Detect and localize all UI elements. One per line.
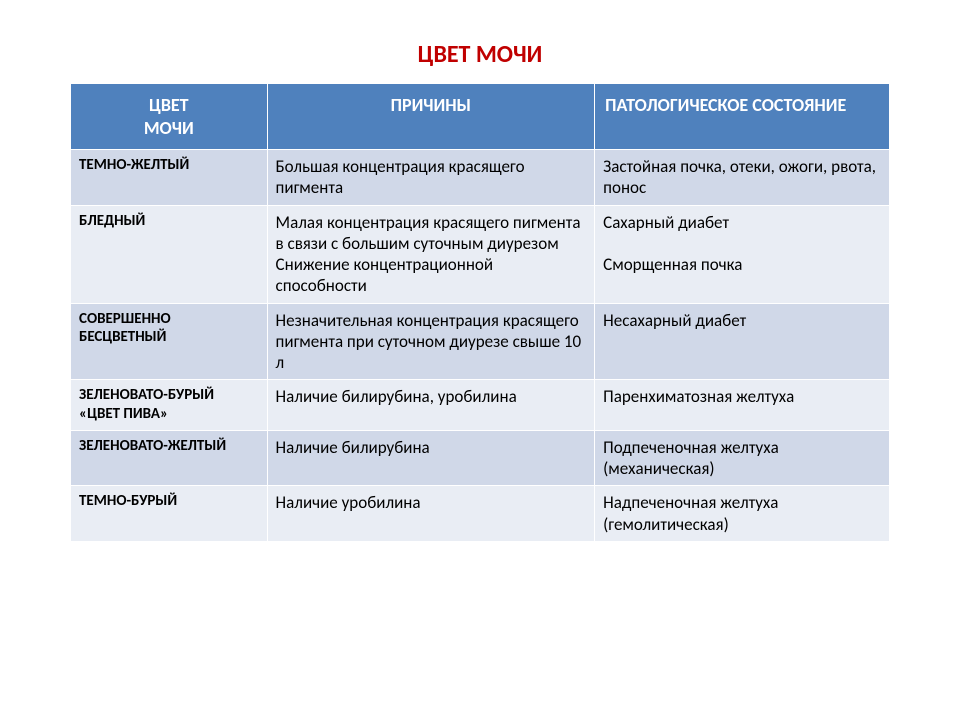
cell-text: Сахарный диабет Сморщенная почка (603, 212, 742, 276)
table-body: ТЕМНО-ЖЕЛТЫЙ Большая концентрация красяще… (71, 150, 890, 542)
cell-text: ЗЕЛЕНОВАТО-ЖЕЛТЫЙ (79, 437, 226, 455)
table-cell: Подпеченочная желтуха (механическая) (595, 430, 890, 486)
table-row: ТЕМНО-ЖЕЛТЫЙ Большая концентрация красяще… (71, 150, 890, 206)
table-row: БЛЕДНЫЙ Малая концентрация красящего пигм… (71, 205, 890, 303)
table-cell: Застойная почка, отеки, ожоги, рвота, по… (595, 150, 890, 206)
table-cell: Малая концентрация красящего пигмента в … (267, 205, 595, 303)
table-row: СОВЕРШЕННО БЕСЦВЕТНЫЙ Незначительная конц… (71, 303, 890, 380)
table-cell: Наличие билирубина (267, 430, 595, 486)
col-header-0: ЦВЕТ МОЧИ (71, 84, 268, 150)
cell-text: БЛЕДНЫЙ (79, 212, 145, 230)
table-cell: ТЕМНО-ЖЕЛТЫЙ (71, 150, 268, 206)
page-title: ЦВЕТ МОЧИ (70, 40, 890, 69)
table-header-row: ЦВЕТ МОЧИ ПРИЧИНЫ ПАТОЛОГИЧЕСКОЕ СОСТОЯН… (71, 84, 890, 150)
table-row: ЗЕЛЕНОВАТО-БУРЫЙ «ЦВЕТ ПИВА» Наличие били… (71, 380, 890, 431)
col-header-1: ПРИЧИНЫ (267, 84, 595, 150)
cell-text: СОВЕРШЕННО БЕСЦВЕТНЫЙ (79, 310, 171, 347)
col-header-2: ПАТОЛОГИЧЕСКОЕ СОСТОЯНИЕ (595, 84, 890, 150)
table-cell: СОВЕРШЕННО БЕСЦВЕТНЫЙ (71, 303, 268, 380)
cell-text: ТЕМНО-ЖЕЛТЫЙ (79, 156, 189, 174)
table-cell: Наличие билирубина, уробилина (267, 380, 595, 431)
table-cell: Надпеченочная желтуха (гемолитическая) (595, 486, 890, 542)
table-cell: ЗЕЛЕНОВАТО-ЖЕЛТЫЙ (71, 430, 268, 486)
col-header-1-text: ПРИЧИНЫ (391, 94, 471, 116)
cell-text: Подпеченочная желтуха (механическая) (603, 437, 779, 479)
cell-text: Надпеченочная желтуха (гемолитическая) (603, 492, 778, 534)
col-header-0-text: ЦВЕТ МОЧИ (144, 94, 194, 139)
table-cell: ТЕМНО-БУРЫЙ (71, 486, 268, 542)
cell-text: Несахарный диабет (603, 310, 746, 331)
cell-text: Малая концентрация красящего пигмента в … (276, 212, 581, 297)
cell-text: ЗЕЛЕНОВАТО-БУРЫЙ «ЦВЕТ ПИВА» (79, 386, 214, 423)
table-cell: Наличие уробилина (267, 486, 595, 542)
col-header-2-text: ПАТОЛОГИЧЕСКОЕ СОСТОЯНИЕ (605, 94, 846, 116)
cell-text: ТЕМНО-БУРЫЙ (79, 492, 177, 510)
table-cell: ЗЕЛЕНОВАТО-БУРЫЙ «ЦВЕТ ПИВА» (71, 380, 268, 431)
cell-text: Наличие билирубина, уробилина (276, 386, 517, 407)
cell-text: Наличие уробилина (276, 492, 421, 513)
cell-text: Наличие билирубина (276, 437, 430, 458)
cell-text: Паренхиматозная желтуха (603, 386, 794, 407)
table-cell: Сахарный диабет Сморщенная почка (595, 205, 890, 303)
table-row: ЗЕЛЕНОВАТО-ЖЕЛТЫЙ Наличие билирубина Подпе… (71, 430, 890, 486)
table-cell: БЛЕДНЫЙ (71, 205, 268, 303)
table-cell: Паренхиматозная желтуха (595, 380, 890, 431)
cell-text: Незначительная концентрация красящего пи… (276, 310, 582, 374)
table-cell: Большая концентрация красящего пигмента (267, 150, 595, 206)
table-row: ТЕМНО-БУРЫЙ Наличие уробилина Надпеченочна… (71, 486, 890, 542)
table-cell: Незначительная концентрация красящего пи… (267, 303, 595, 380)
urine-color-table: ЦВЕТ МОЧИ ПРИЧИНЫ ПАТОЛОГИЧЕСКОЕ СОСТОЯН… (70, 83, 890, 542)
table-cell: Несахарный диабет (595, 303, 890, 380)
cell-text: Застойная почка, отеки, ожоги, рвота, по… (603, 156, 876, 198)
cell-text: Большая концентрация красящего пигмента (276, 156, 525, 198)
